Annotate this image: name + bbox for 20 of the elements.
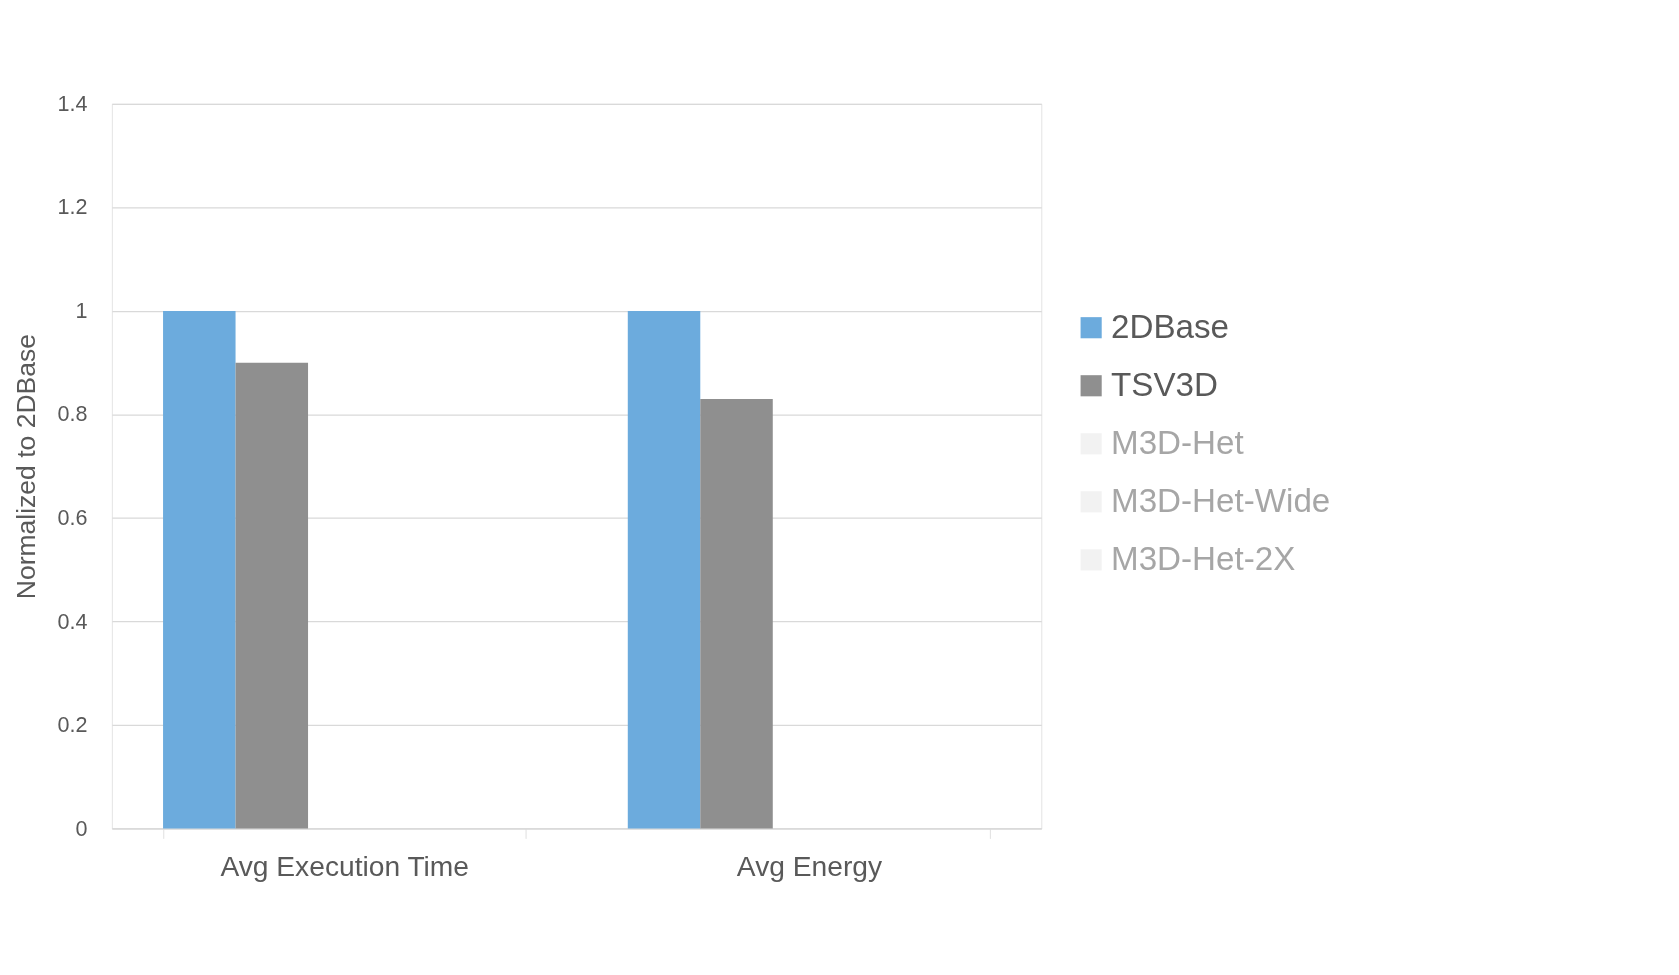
legend-label: M3D-Het-2X — [1111, 539, 1296, 577]
x-tick-label: Avg Execution Time — [220, 850, 470, 883]
bar — [627, 310, 701, 829]
y-tick-label: 0.6 — [57, 505, 88, 530]
y-tick-label: 0.8 — [57, 401, 88, 427]
y-tick-label: 1 — [75, 297, 88, 323]
y-tick-label: 1.2 — [57, 194, 88, 220]
y-tick-label: 0.2 — [57, 712, 88, 738]
legend-label: 2DBase — [1111, 307, 1230, 345]
legend-label: M3D-Het — [1111, 423, 1244, 461]
bar — [235, 362, 309, 829]
y-tick-label: 1.4 — [57, 90, 88, 116]
y-axis-title: Normalized to 2DBase — [11, 333, 42, 600]
bar — [163, 310, 236, 829]
bar — [700, 398, 773, 829]
x-tick-label: Avg Energy — [736, 850, 883, 883]
y-tick-label: 0.4 — [57, 608, 88, 634]
legend-label: M3D-Het-Wide — [1111, 481, 1331, 519]
y-tick-label: 0 — [75, 815, 88, 841]
legend-label: TSV3D — [1111, 365, 1218, 403]
